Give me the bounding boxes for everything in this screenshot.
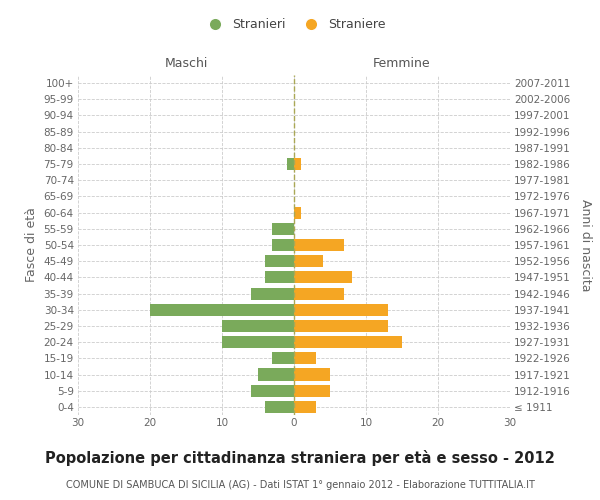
Bar — [265, 272, 294, 283]
Text: Maschi: Maschi — [164, 57, 208, 70]
Bar — [294, 255, 323, 268]
Bar — [272, 352, 294, 364]
Legend: Stranieri, Straniere: Stranieri, Straniere — [197, 13, 391, 36]
Bar — [294, 304, 388, 316]
Text: Popolazione per cittadinanza straniera per età e sesso - 2012: Popolazione per cittadinanza straniera p… — [45, 450, 555, 466]
Bar — [294, 368, 330, 380]
Bar — [287, 158, 294, 170]
Text: COMUNE DI SAMBUCA DI SICILIA (AG) - Dati ISTAT 1° gennaio 2012 - Elaborazione TU: COMUNE DI SAMBUCA DI SICILIA (AG) - Dati… — [65, 480, 535, 490]
Bar — [294, 206, 301, 218]
Bar — [251, 288, 294, 300]
Bar — [294, 336, 402, 348]
Bar — [258, 368, 294, 380]
Bar — [251, 384, 294, 397]
Bar — [294, 384, 330, 397]
Bar — [294, 320, 388, 332]
Bar — [265, 401, 294, 413]
Bar — [150, 304, 294, 316]
Bar — [294, 401, 316, 413]
Bar — [265, 255, 294, 268]
Text: Femmine: Femmine — [373, 57, 431, 70]
Bar — [272, 222, 294, 235]
Bar — [294, 272, 352, 283]
Bar — [272, 239, 294, 251]
Bar — [294, 352, 316, 364]
Bar — [222, 336, 294, 348]
Bar — [294, 239, 344, 251]
Bar — [294, 158, 301, 170]
Bar — [294, 288, 344, 300]
Bar — [222, 320, 294, 332]
Y-axis label: Anni di nascita: Anni di nascita — [579, 198, 592, 291]
Y-axis label: Fasce di età: Fasce di età — [25, 208, 38, 282]
